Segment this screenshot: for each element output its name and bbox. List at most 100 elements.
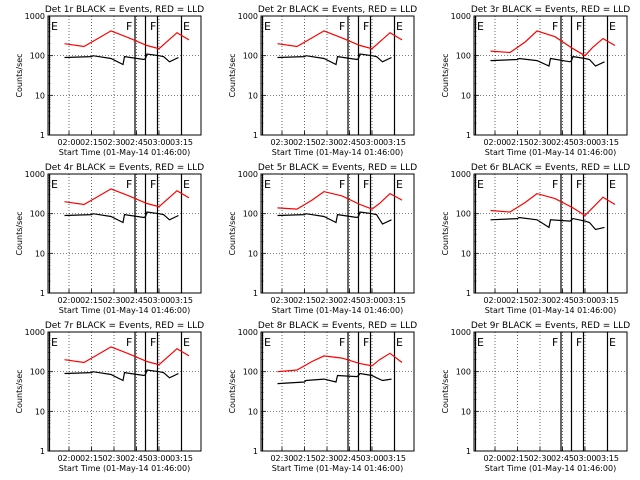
x-tick-label: 02:30	[528, 296, 551, 305]
x-axis-label: Start Time (01-May-14 01:46:00)	[59, 148, 190, 157]
lld-series-line	[277, 352, 403, 373]
flag-label: F	[576, 20, 582, 33]
x-tick-label: 03:15	[383, 296, 406, 305]
flag-label: F	[576, 336, 582, 349]
flag-label: E	[183, 336, 190, 349]
x-axis-label: Start Time (01-May-14 01:46:00)	[272, 306, 403, 315]
y-axis-label: Counts/sec	[441, 369, 450, 413]
x-tick-label: 02:15	[293, 138, 316, 147]
y-tick-label: 10	[35, 407, 45, 416]
y-tick-label: 100	[30, 368, 45, 377]
chart-title: Det 9r BLACK = Events, RED = LLD	[471, 321, 630, 331]
x-tick-label: 02:45	[338, 296, 361, 305]
plot-frame	[473, 173, 628, 294]
x-tick-label: 02:00	[483, 296, 506, 305]
x-tick-label: 03:15	[383, 454, 406, 463]
y-tick-label: 1000	[25, 12, 45, 21]
x-axis-label: Start Time (01-May-14 01:46:00)	[59, 306, 190, 315]
y-tick-label: 1	[466, 447, 471, 456]
x-tick-label: 02:30	[315, 138, 338, 147]
x-tick-label: 02:15	[293, 454, 316, 463]
flag-label: E	[477, 336, 484, 349]
flag-label: F	[150, 336, 156, 349]
x-tick-label: 02:00	[483, 138, 506, 147]
x-tick-label: 03:00	[360, 296, 383, 305]
flag-label: F	[363, 20, 369, 33]
x-axis-label: Start Time (01-May-14 01:46:00)	[272, 464, 403, 473]
y-tick-label: 1	[253, 131, 258, 140]
lld-series-line	[64, 188, 190, 208]
events-series-line	[490, 55, 605, 67]
y-tick-label: 1000	[238, 170, 258, 179]
flag-label: F	[363, 178, 369, 191]
flag-label: E	[396, 336, 403, 349]
x-axis-label: Start Time (01-May-14 01:46:00)	[59, 464, 190, 473]
x-tick-label: 02:15	[80, 296, 103, 305]
flag-label: E	[51, 20, 58, 33]
flag-label: E	[609, 20, 616, 33]
y-tick-label: 100	[30, 210, 45, 219]
events-series-line	[64, 369, 179, 382]
x-tick-label: 02:00	[57, 296, 80, 305]
y-tick-label: 1	[466, 289, 471, 298]
y-axis-label: Counts/sec	[15, 53, 24, 97]
x-tick-label: 02:30	[102, 296, 125, 305]
flag-label: F	[576, 178, 582, 191]
flag-label: F	[150, 20, 156, 33]
chart-title: Det 6r BLACK = Events, RED = LLD	[471, 163, 630, 173]
chart-title: Det 7r BLACK = Events, RED = LLD	[45, 321, 204, 331]
flag-label: F	[552, 178, 558, 191]
x-tick-label: 02:15	[293, 296, 316, 305]
x-tick-label: 02:45	[551, 454, 574, 463]
x-tick-label: 02:45	[125, 454, 148, 463]
x-tick-label: 02:00	[483, 454, 506, 463]
flag-label: F	[126, 336, 132, 349]
chart-title: Det 4r BLACK = Events, RED = LLD	[45, 163, 204, 173]
x-tick-label: 03:15	[170, 296, 193, 305]
y-axis-label: Counts/sec	[228, 211, 237, 255]
y-tick-label: 1000	[25, 328, 45, 337]
y-tick-label: 10	[35, 249, 45, 258]
x-tick-label: 02:30	[315, 296, 338, 305]
events-series-line	[64, 53, 179, 66]
lld-series-line	[64, 346, 190, 366]
lld-series-line	[490, 192, 616, 217]
x-tick-label: 03:00	[360, 454, 383, 463]
y-tick-label: 10	[461, 91, 471, 100]
flag-label: E	[183, 20, 190, 33]
flag-label: E	[264, 20, 271, 33]
events-series-line	[277, 53, 392, 66]
x-tick-label: 03:00	[573, 138, 596, 147]
y-tick-label: 100	[243, 368, 258, 377]
x-tick-label: 02:15	[506, 138, 529, 147]
x-tick-label: 02:15	[80, 138, 103, 147]
x-tick-label: 02:15	[506, 454, 529, 463]
y-tick-label: 1000	[25, 170, 45, 179]
flag-label: E	[609, 336, 616, 349]
chart-title: Det 3r BLACK = Events, RED = LLD	[471, 5, 630, 15]
y-tick-label: 1	[253, 289, 258, 298]
events-series-line	[490, 216, 605, 231]
flag-label: F	[339, 336, 345, 349]
y-axis-label: Counts/sec	[15, 211, 24, 255]
flag-label: F	[126, 178, 132, 191]
x-tick-label: 03:00	[147, 296, 170, 305]
x-axis-label: Start Time (01-May-14 01:46:00)	[485, 464, 616, 473]
y-tick-label: 100	[456, 368, 471, 377]
plot-frame	[47, 15, 202, 136]
y-tick-label: 100	[456, 210, 471, 219]
y-tick-label: 10	[248, 91, 258, 100]
x-tick-label: 03:00	[573, 454, 596, 463]
y-axis-label: Counts/sec	[441, 211, 450, 255]
plot-frame	[473, 15, 628, 136]
flag-label: F	[339, 20, 345, 33]
lld-series-line	[277, 190, 403, 210]
plot-frame	[260, 331, 415, 452]
x-tick-label: 02:15	[80, 454, 103, 463]
y-axis-label: Counts/sec	[441, 53, 450, 97]
events-series-line	[64, 211, 179, 224]
